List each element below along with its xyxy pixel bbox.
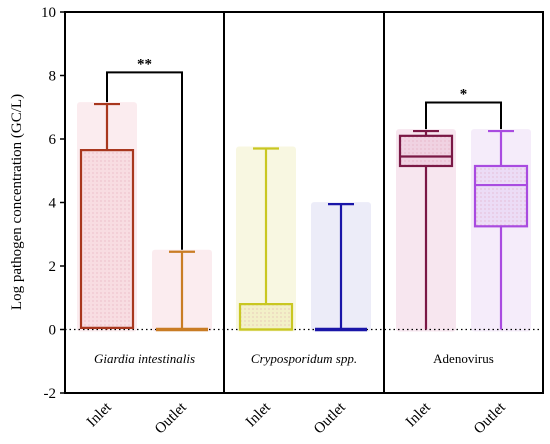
y-tick-label: 6	[49, 132, 57, 148]
group-label: Cryposporidum spp.	[251, 351, 357, 366]
box-dot-pattern	[400, 135, 452, 166]
group-label: Adenovirus	[433, 351, 494, 366]
group-label: Giardia intestinalis	[94, 351, 195, 366]
box-dot-pattern	[475, 165, 527, 227]
y-tick-label: 10	[41, 5, 56, 21]
group-labels: Giardia intestinalis Cryposporidum spp. Ad…	[94, 351, 494, 366]
category-label: Inlet	[84, 399, 115, 430]
box-glow-layer	[77, 102, 531, 332]
significance-bracket	[106, 71, 183, 250]
y-axis-label: Log pathogen concentration (GC/L)	[9, 94, 25, 310]
significance-label: **	[137, 56, 152, 72]
y-tick-label: 0	[49, 323, 57, 339]
significance-brackets: ***	[106, 56, 502, 250]
boxes-layer	[79, 102, 529, 332]
category-label: Inlet	[403, 399, 434, 430]
box-dot-pattern	[81, 150, 133, 328]
y-tick-label: 2	[49, 259, 57, 275]
category-label: Inlet	[243, 399, 274, 430]
category-label: Outlet	[311, 399, 349, 437]
y-tick-label: -2	[44, 386, 57, 402]
y-axis: -2 0 2 4 6 8 10	[41, 5, 65, 402]
box-dot-pattern	[240, 304, 292, 330]
category-label: Outlet	[471, 399, 509, 437]
significance-label: *	[460, 86, 468, 102]
significance-bracket	[425, 101, 502, 130]
category-label: Outlet	[152, 399, 190, 437]
y-tick-label: 8	[49, 69, 57, 85]
category-labels: Inlet Outlet Inlet Outlet Inlet Outlet	[84, 399, 509, 437]
y-tick-label: 4	[49, 196, 57, 212]
